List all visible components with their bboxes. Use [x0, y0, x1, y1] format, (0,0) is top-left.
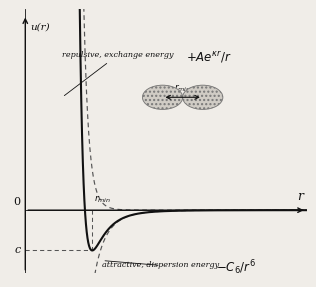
Text: $r_{min}$: $r_{min}$: [174, 83, 191, 94]
Circle shape: [143, 85, 183, 109]
Text: $-C_6/r^6$: $-C_6/r^6$: [216, 258, 256, 277]
Text: u(r): u(r): [31, 23, 50, 32]
Text: c: c: [14, 245, 21, 255]
Circle shape: [183, 85, 223, 109]
Text: attractive, dispersion energy: attractive, dispersion energy: [102, 261, 219, 269]
Text: r: r: [297, 190, 303, 203]
Text: $r_{min}$: $r_{min}$: [94, 194, 111, 205]
Text: repulsive, exchange energy: repulsive, exchange energy: [62, 51, 173, 96]
Text: 0: 0: [14, 197, 21, 207]
Text: $+Ae^{\kappa r}/r$: $+Ae^{\kappa r}/r$: [186, 49, 232, 65]
